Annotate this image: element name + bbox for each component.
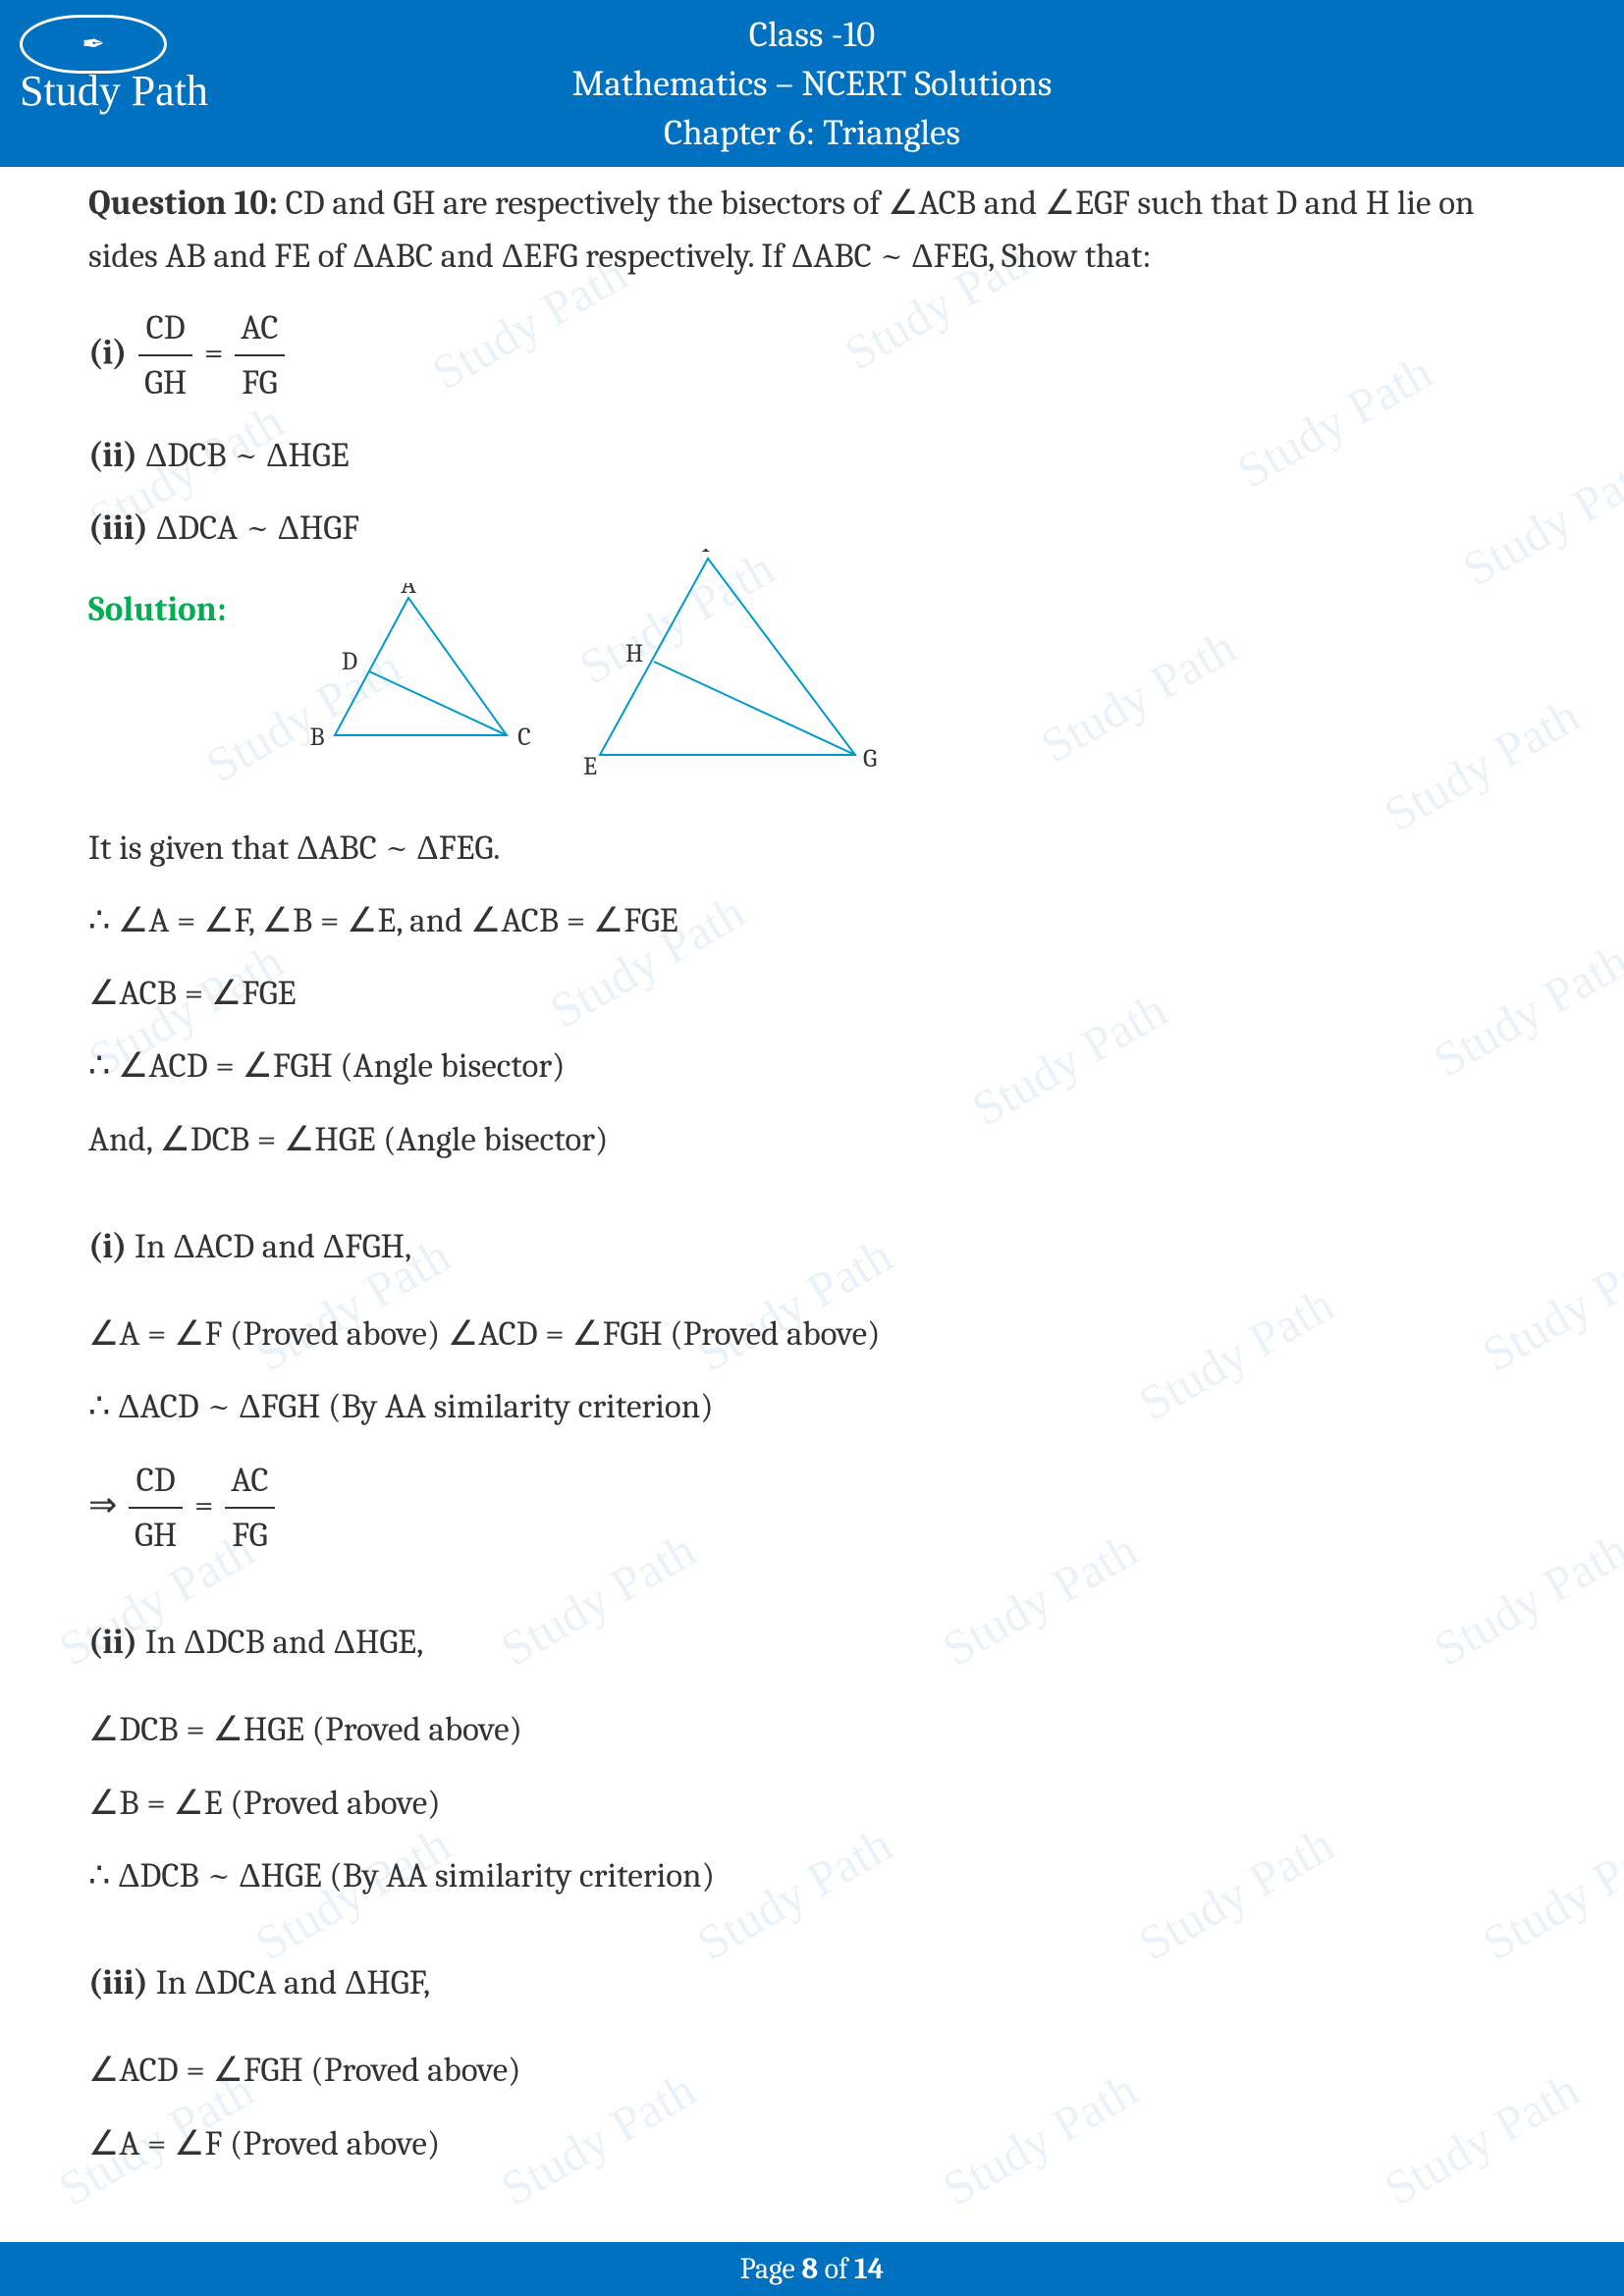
part-iii: (iii) ΔDCA ~ ΔHGF <box>88 502 1536 555</box>
proof-line: ∠DCB = ∠HGE (Proved above) <box>88 1703 1536 1756</box>
part-ii-label: (ii) <box>88 435 137 475</box>
solution-line: It is given that ΔABC ~ ΔFEG. <box>88 822 1536 875</box>
part-label: (i) <box>88 1226 127 1266</box>
label-g: G <box>863 744 877 774</box>
fraction: AC FG <box>235 301 284 410</box>
solution-line: ∴ ∠A = ∠F, ∠B = ∠E, and ∠ACB = ∠FGE <box>88 894 1536 947</box>
footer-page-total: 14 <box>854 2252 884 2286</box>
footer-prefix: Page <box>740 2252 802 2286</box>
label-a: A <box>401 583 416 600</box>
proof-line: ∠A = ∠F (Proved above) <box>88 2117 1536 2170</box>
triangle-efg-diagram: F E G H <box>580 549 894 804</box>
label-h: H <box>625 639 643 668</box>
proof-line: In ΔDCA and ΔHGF, <box>148 1962 430 2002</box>
question-text: CD and GH are respectively the bisectors… <box>88 183 1475 276</box>
frac-den: FG <box>225 1509 274 1562</box>
frac-num: AC <box>235 301 284 356</box>
frac-den: GH <box>138 356 192 409</box>
part-i: (i) CD GH = AC FG <box>88 301 1536 410</box>
proof-line: In ΔACD and ΔFGH, <box>127 1226 411 1266</box>
proof-i-result: ⇒ CD GH = AC FG <box>88 1454 1536 1563</box>
logo-pen-icon: ✒ <box>20 15 167 74</box>
label-d: D <box>341 647 356 676</box>
eq-sign: = <box>194 1484 221 1524</box>
part-iii-label: (iii) <box>88 507 148 548</box>
proof-line: ∠B = ∠E (Proved above) <box>88 1777 1536 1830</box>
solution-label: Solution: <box>88 583 227 636</box>
question-block: Question 10: CD and GH are respectively … <box>88 177 1536 284</box>
proof-ii-head: (ii) In ΔDCB and ΔHGE, <box>88 1616 1536 1669</box>
part-iii-text: ΔDCA ~ ΔHGF <box>148 507 359 548</box>
proof-line: In ΔDCB and ΔHGE, <box>137 1622 423 1662</box>
page-header: ✒ Study Path Class -10 Mathematics – NCE… <box>0 0 1624 167</box>
page-content: Question 10: CD and GH are respectively … <box>0 167 1624 2170</box>
proof-line: ∠A = ∠F (Proved above) ∠ACD = ∠FGH (Prov… <box>88 1308 1536 1361</box>
label-b: B <box>309 722 324 752</box>
solution-line: ∠ACB = ∠FGE <box>88 967 1536 1020</box>
solution-line: And, ∠DCB = ∠HGE (Angle bisector) <box>88 1113 1536 1166</box>
part-label: (ii) <box>88 1622 137 1662</box>
label-f: F <box>701 549 714 559</box>
logo: ✒ Study Path <box>20 15 208 116</box>
proof-iii-head: (iii) In ΔDCA and ΔHGF, <box>88 1956 1536 2009</box>
header-subject: Mathematics – NCERT Solutions <box>0 61 1624 110</box>
logo-text: Study Path <box>20 66 208 116</box>
solution-diagram-row: Solution: A B C D F E G H <box>88 583 1536 804</box>
part-ii: (ii) ΔDCB ~ ΔHGE <box>88 429 1536 482</box>
solution-line: ∴ ∠ACD = ∠FGH (Angle bisector) <box>88 1040 1536 1093</box>
fraction: CD GH <box>138 301 192 410</box>
eq-sign: = <box>204 332 231 372</box>
fraction: CD GH <box>129 1454 183 1563</box>
frac-den: FG <box>235 356 284 409</box>
frac-den: GH <box>129 1509 183 1562</box>
part-ii-text: ΔDCB ~ ΔHGE <box>137 435 349 475</box>
footer-mid: of <box>818 2252 854 2286</box>
fraction: AC FG <box>225 1454 274 1563</box>
frac-num: CD <box>138 301 192 356</box>
proof-line: ∴ ΔDCB ~ ΔHGE (By AA similarity criterio… <box>88 1849 1536 1902</box>
question-label: Question 10: <box>88 183 278 223</box>
label-c: C <box>517 722 531 752</box>
part-label: (iii) <box>88 1962 148 2002</box>
footer-page-current: 8 <box>801 2252 818 2286</box>
frac-num: AC <box>225 1454 274 1509</box>
implies: ⇒ <box>88 1484 125 1524</box>
triangle-abc-diagram: A B C D <box>296 583 551 779</box>
header-class: Class -10 <box>0 12 1624 61</box>
frac-num: CD <box>129 1454 183 1509</box>
proof-line: ∠ACD = ∠FGH (Proved above) <box>88 2044 1536 2097</box>
proof-line: ∴ ΔACD ~ ΔFGH (By AA similarity criterio… <box>88 1380 1536 1433</box>
part-i-label: (i) <box>88 332 127 372</box>
page-footer: Page 8 of 14 <box>0 2242 1624 2296</box>
proof-i-head: (i) In ΔACD and ΔFGH, <box>88 1220 1536 1273</box>
header-chapter: Chapter 6: Triangles <box>0 110 1624 159</box>
label-e: E <box>583 752 597 781</box>
